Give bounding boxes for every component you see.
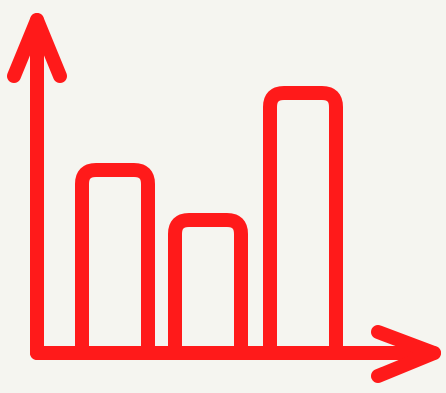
bar-1: [75, 163, 155, 353]
x-axis-arrowhead: [371, 325, 441, 383]
y-axis-arrowhead: [7, 13, 67, 83]
bar-2: [168, 213, 248, 353]
bar-3: [263, 86, 343, 353]
